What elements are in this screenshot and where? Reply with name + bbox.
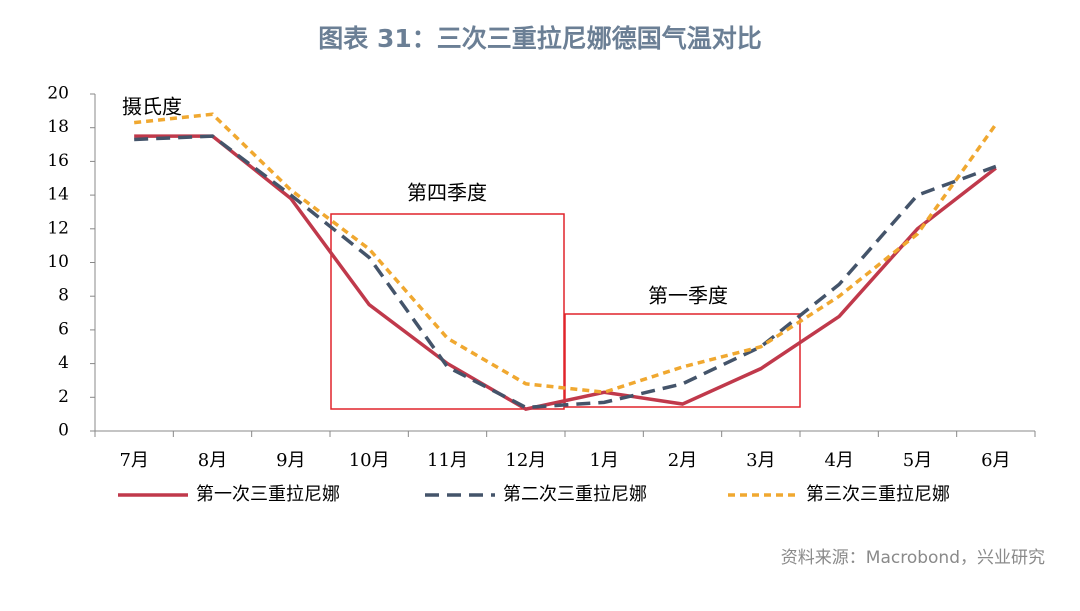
x-tick-label: 4月 [824, 450, 853, 471]
y-tick-label: 0 [58, 421, 69, 441]
y-tick-label: 2 [58, 387, 69, 407]
legend-label: 第一次三重拉尼娜 [196, 484, 340, 505]
y-tick-label: 8 [58, 286, 69, 306]
annotation: 第四季度 [407, 181, 487, 205]
x-tick-label: 9月 [276, 450, 305, 471]
y-axis-label: 摄氏度 [122, 95, 182, 119]
x-tick-label: 10月 [349, 450, 390, 471]
chart-title: 图表 31：三次三重拉尼娜德国气温对比 [318, 24, 762, 53]
x-tick-label: 8月 [198, 450, 227, 471]
series-line [134, 134, 997, 410]
y-tick-label: 14 [47, 185, 69, 205]
x-tick-label: 3月 [746, 450, 775, 471]
x-tick-label: 1月 [589, 450, 618, 471]
x-tick-label: 6月 [981, 450, 1010, 471]
y-tick-label: 10 [47, 252, 69, 272]
y-tick-label: 4 [58, 353, 69, 373]
source: 资料来源：Macrobond，兴业研究 [781, 548, 1045, 568]
annotation: 第一季度 [648, 284, 728, 308]
y-tick-label: 20 [47, 84, 69, 104]
x-tick-label: 12月 [505, 450, 546, 471]
series-line [134, 134, 997, 411]
x-tick-label: 5月 [903, 450, 932, 471]
y-tick-label: 6 [58, 319, 69, 339]
q1-box [564, 313, 801, 408]
y-tick-label: 18 [47, 117, 69, 137]
y-tick-label: 12 [47, 218, 69, 238]
x-tick-label: 7月 [119, 450, 148, 471]
series-line [133, 112, 998, 395]
x-tick-label: 2月 [668, 450, 697, 471]
legend-label: 第三次三重拉尼娜 [806, 484, 950, 505]
x-tick-label: 11月 [427, 450, 468, 471]
y-tick-label: 16 [47, 151, 69, 171]
legend-label: 第二次三重拉尼娜 [503, 484, 647, 505]
q4-box [330, 213, 565, 410]
